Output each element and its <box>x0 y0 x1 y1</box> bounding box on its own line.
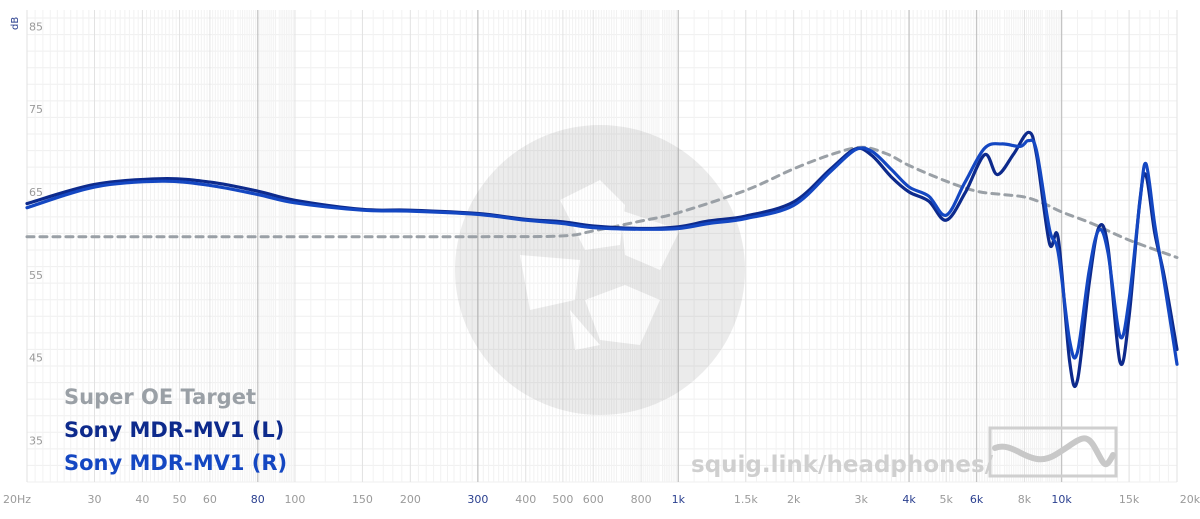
grid <box>26 10 1178 483</box>
x-tick-label: 20Hz <box>3 493 31 506</box>
y-tick-label: 75 <box>29 103 43 116</box>
site-watermark: squig.link/headphones/ <box>691 426 1118 478</box>
x-tick-label: 3k <box>854 493 868 506</box>
x-tick-label: 40 <box>135 493 149 506</box>
x-tick-label: 600 <box>583 493 604 506</box>
legend-entry: Super OE Target <box>64 385 256 409</box>
x-tick-label: 10k <box>1051 493 1072 506</box>
x-tick-label: 20kHz <box>1180 493 1200 506</box>
y-tick-label: 55 <box>29 269 43 282</box>
x-tick-label: 6k <box>970 493 984 506</box>
y-tick-label: 35 <box>29 435 43 448</box>
x-tick-label: 400 <box>515 493 536 506</box>
x-tick-label: 50 <box>173 493 187 506</box>
squiglink-badge-icon <box>988 426 1118 478</box>
x-tick-label: 80 <box>251 493 265 506</box>
legend-entry: Sony MDR-MV1 (L) <box>64 418 284 442</box>
legend-entry: Sony MDR-MV1 (R) <box>64 451 287 475</box>
x-tick-label: 15k <box>1119 493 1140 506</box>
x-tick-label: 1k <box>672 493 686 506</box>
site-watermark-text: squig.link/headphones/ <box>691 452 994 478</box>
series-layer <box>25 130 1179 388</box>
x-tick-label: 150 <box>352 493 373 506</box>
x-tick-label: 1.5k <box>734 493 758 506</box>
x-tick-label: 500 <box>552 493 573 506</box>
x-tick-label: 100 <box>284 493 305 506</box>
x-tick-label: 60 <box>203 493 217 506</box>
y-tick-label: 65 <box>29 186 43 199</box>
y-tick-label: 85 <box>29 20 43 33</box>
y-tick-label: 45 <box>29 352 43 365</box>
axis-ticks: 85 75 65 55 45 35 20Hz 30 40 50 60 80 100 150 200 300 40… <box>3 20 1200 506</box>
series-line-sony-mv1-right <box>25 138 1179 366</box>
x-tick-label: 200 <box>400 493 421 506</box>
squiglink-logo-watermark <box>455 125 745 415</box>
x-tick-label: 30 <box>88 493 102 506</box>
x-tick-label: 300 <box>467 493 488 506</box>
x-tick-label: 2k <box>787 493 801 506</box>
x-tick-label: 8k <box>1018 493 1032 506</box>
y-axis-unit: dB <box>10 17 21 30</box>
x-tick-label: 5k <box>940 493 954 506</box>
legend: Super OE Target Sony MDR-MV1 (L) Sony MDR-… <box>64 385 287 475</box>
x-tick-label: 800 <box>631 493 652 506</box>
x-tick-label: 4k <box>902 493 916 506</box>
